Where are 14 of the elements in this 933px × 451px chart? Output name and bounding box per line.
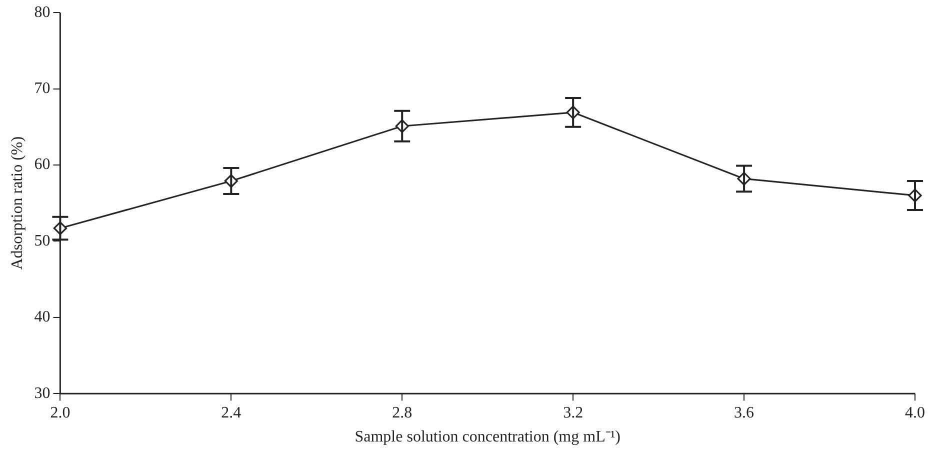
y-tick-label: 50 [34,232,50,250]
x-tick-label: 3.2 [563,404,584,422]
y-axis-title: Adsorption ratio (%) [8,136,26,270]
x-tick-label: 2.4 [221,404,242,422]
y-tick-label: 60 [34,156,50,174]
y-tick-label: 70 [34,80,50,98]
x-tick-label: 3.6 [734,404,754,422]
x-tick-label: 4.0 [905,404,925,422]
x-tick-label: 2.8 [392,404,412,422]
x-tick-label: 2.0 [50,404,70,422]
x-axis-title: Sample solution concentration (mg mL⁻¹) [354,428,620,446]
y-tick-label: 30 [34,384,50,402]
y-tick-label: 80 [34,4,50,21]
y-tick-label: 40 [34,308,50,326]
